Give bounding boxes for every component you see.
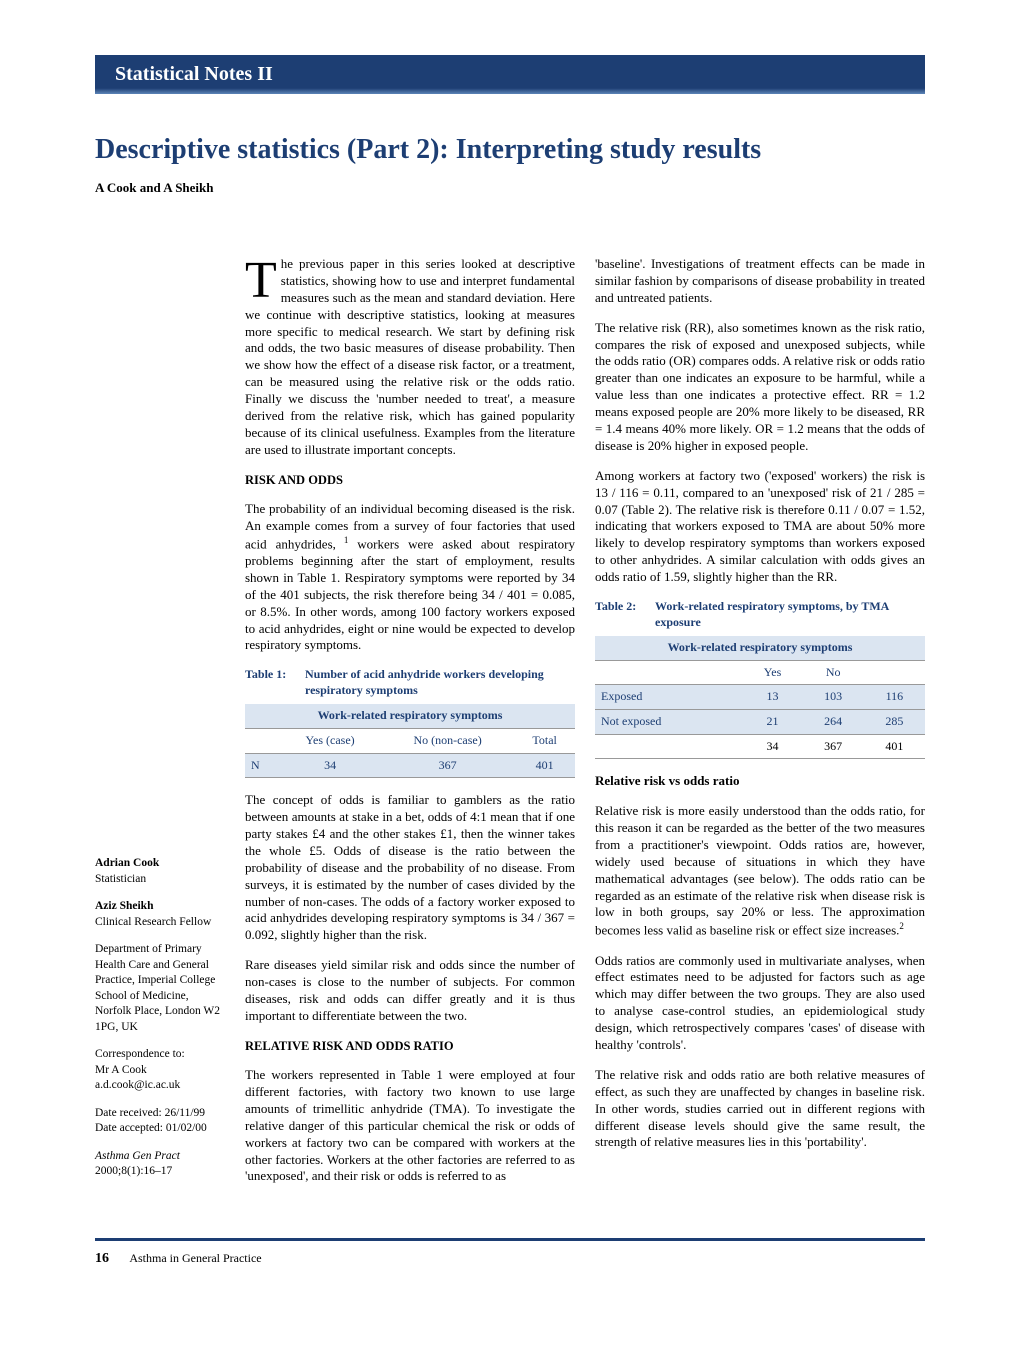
paragraph-rrvsor: Relative risk is more easily understood … bbox=[595, 803, 925, 939]
article-title: Descriptive statistics (Part 2): Interpr… bbox=[95, 134, 925, 166]
table2-r2-label: Not exposed bbox=[595, 710, 743, 735]
subheading-rr-vs-or: Relative risk vs odds ratio bbox=[595, 773, 925, 790]
column-right: 'baseline'. Investigations of treatment … bbox=[595, 256, 925, 1198]
table1-row-label: N bbox=[245, 753, 279, 778]
table2-number: Table 2: bbox=[595, 599, 655, 630]
table1-col1: Yes (case) bbox=[279, 729, 381, 754]
paragraph-risk: The probability of an individual becomin… bbox=[245, 501, 575, 654]
paragraph-odds: The concept of odds is familiar to gambl… bbox=[245, 792, 575, 944]
sidebar-correspondence-name: Mr A Cook bbox=[95, 1064, 147, 1076]
table1-row-v2: 367 bbox=[381, 753, 514, 778]
sidebar-date-received: Date received: 26/11/99 bbox=[95, 1107, 205, 1119]
table1-col2: No (non-case) bbox=[381, 729, 514, 754]
table2-col1: Yes bbox=[743, 660, 803, 685]
table2-r2-v2: 264 bbox=[803, 710, 864, 735]
table2-total-v2: 367 bbox=[803, 734, 864, 759]
paragraph-risk-b: workers were asked about respiratory pro… bbox=[245, 536, 575, 652]
footer: 16 Asthma in General Practice bbox=[95, 1238, 925, 1267]
paragraph-baseline: 'baseline'. Investigations of treatment … bbox=[595, 256, 925, 307]
section-header-label: Statistical Notes II bbox=[115, 63, 273, 85]
ref-marker-1: 1 bbox=[336, 535, 348, 545]
table2-total-v3: 401 bbox=[864, 734, 925, 759]
table1-col3: Total bbox=[514, 729, 575, 754]
table1-col0 bbox=[245, 729, 279, 754]
sidebar-author2-role: Clinical Research Fellow bbox=[95, 916, 211, 928]
table2-title: Work-related respiratory symptoms, by TM… bbox=[655, 599, 925, 630]
table1-number: Table 1: bbox=[245, 667, 305, 698]
table2-header: Work-related respiratory symptoms bbox=[595, 636, 925, 660]
authors-line: A Cook and A Sheikh bbox=[95, 180, 925, 196]
paragraph-portability: The relative risk and odds ratio are bot… bbox=[595, 1067, 925, 1151]
content-grid: Adrian Cook Statistician Aziz Sheikh Cli… bbox=[95, 256, 925, 1198]
sidebar-author2-name: Aziz Sheikh bbox=[95, 900, 153, 912]
table1-title: Number of acid anhydride workers develop… bbox=[305, 667, 575, 698]
page-number: 16 bbox=[95, 1251, 109, 1266]
table2-col0 bbox=[595, 660, 743, 685]
paragraph-rr1: The workers represented in Table 1 were … bbox=[245, 1067, 575, 1185]
paragraph-rr-def: The relative risk (RR), also sometimes k… bbox=[595, 320, 925, 455]
table1-header: Work-related respiratory symptoms bbox=[245, 704, 575, 728]
heading-risk-and-odds: RISK AND ODDS bbox=[245, 472, 575, 488]
paragraph-rare: Rare diseases yield similar risk and odd… bbox=[245, 957, 575, 1025]
table2-r1-label: Exposed bbox=[595, 685, 743, 710]
table2-r1-v3: 116 bbox=[864, 685, 925, 710]
table2-total-v1: 34 bbox=[743, 734, 803, 759]
sidebar-author1-name: Adrian Cook bbox=[95, 857, 159, 869]
sidebar-citation-ref: 2000;8(1):16–17 bbox=[95, 1165, 172, 1177]
paragraph-or-multi: Odds ratios are commonly used in multiva… bbox=[595, 953, 925, 1054]
table2-r1-v1: 13 bbox=[743, 685, 803, 710]
sidebar-citation-journal: Asthma Gen Pract bbox=[95, 1150, 180, 1162]
table1-row-v1: 34 bbox=[279, 753, 381, 778]
page: Statistical Notes II Descriptive statist… bbox=[0, 0, 1020, 1297]
sidebar-correspondence-email: a.d.cook@ic.ac.uk bbox=[95, 1079, 180, 1091]
table1-row-v3: 401 bbox=[514, 753, 575, 778]
sidebar-department: Department of Primary Health Care and Ge… bbox=[95, 942, 225, 1035]
section-header-band: Statistical Notes II bbox=[95, 55, 925, 94]
table1: Table 1: Number of acid anhydride worker… bbox=[245, 667, 575, 778]
footer-journal: Asthma in General Practice bbox=[129, 1251, 261, 1265]
sidebar-correspondence-label: Correspondence to: bbox=[95, 1048, 185, 1060]
sidebar: Adrian Cook Statistician Aziz Sheikh Cli… bbox=[95, 256, 225, 1198]
table2-r2-v3: 285 bbox=[864, 710, 925, 735]
table2-col3 bbox=[864, 660, 925, 685]
intro-paragraph: he previous paper in this series looked … bbox=[245, 256, 575, 457]
ref-marker-2: 2 bbox=[899, 921, 904, 931]
table2: Table 2: Work-related respiratory sympto… bbox=[595, 599, 925, 759]
sidebar-date-accepted: Date accepted: 01/02/00 bbox=[95, 1122, 207, 1134]
paragraph-rr-calc: Among workers at factory two ('exposed' … bbox=[595, 468, 925, 586]
paragraph-rrvsor-a: Relative risk is more easily understood … bbox=[595, 803, 925, 938]
heading-rr-or: RELATIVE RISK AND ODDS RATIO bbox=[245, 1038, 575, 1054]
table2-total-label bbox=[595, 734, 743, 759]
sidebar-author1-role: Statistician bbox=[95, 873, 146, 885]
table2-col2: No bbox=[803, 660, 864, 685]
table2-r2-v1: 21 bbox=[743, 710, 803, 735]
column-left: T he previous paper in this series looke… bbox=[245, 256, 575, 1198]
table2-r1-v2: 103 bbox=[803, 685, 864, 710]
dropcap: T bbox=[245, 256, 281, 303]
